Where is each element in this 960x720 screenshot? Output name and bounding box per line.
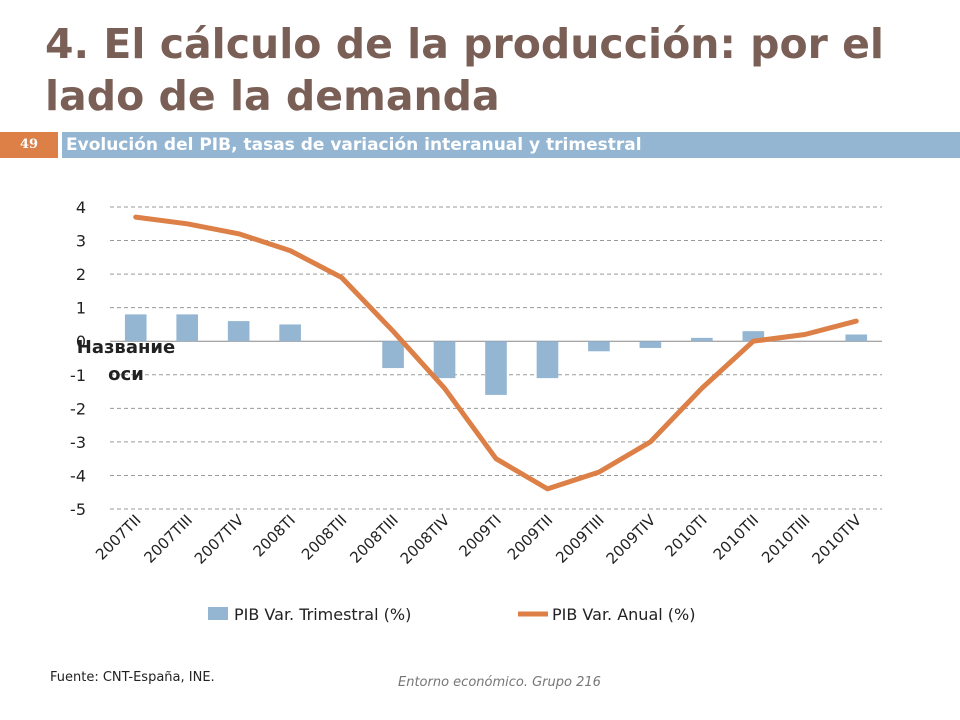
quarterly-bars xyxy=(124,314,868,395)
x-tick-label: 2008TIII xyxy=(346,511,402,567)
x-tick-label: 2009TI xyxy=(455,511,504,560)
legend-label-quarterly: PIB Var. Trimestral (%) xyxy=(234,605,411,624)
x-tick-label: 2007TIV xyxy=(191,511,248,568)
y-tick-label: 2 xyxy=(76,265,86,284)
y-tick-label: 4 xyxy=(76,198,86,217)
x-tick-label: 2008TIV xyxy=(397,511,454,568)
bar-2010TI xyxy=(691,337,713,342)
bar-2007TII xyxy=(124,314,147,342)
x-tick-label: 2010TI xyxy=(661,511,710,560)
y-axis-title-line2: оси xyxy=(108,364,144,385)
footer-text: Entorno económico. Grupo 216 xyxy=(398,675,601,690)
bar-2009TII xyxy=(536,341,559,379)
legend: PIB Var. Trimestral (%) PIB Var. Anual (… xyxy=(208,605,695,624)
x-tick-label: 2009TIV xyxy=(603,511,660,568)
bar-2009TIII xyxy=(588,341,610,352)
y-tick-label: -4 xyxy=(70,466,86,485)
bar-2010TII xyxy=(742,331,765,342)
y-axis-title-line1: Название xyxy=(77,337,175,358)
y-tick-label: 0 xyxy=(76,332,86,351)
y-tick-label: -1 xyxy=(70,366,86,385)
x-tick-label: 2010TIII xyxy=(758,511,814,567)
slide-title: 4. El cálculo de la producción: por el l… xyxy=(45,20,884,120)
bar-2009TI xyxy=(485,341,507,395)
bar-2008TIV xyxy=(433,341,456,379)
x-tick-label: 2010TII xyxy=(710,511,762,563)
gridlines xyxy=(110,206,882,510)
x-tick-label: 2010TIV xyxy=(809,511,866,568)
x-tick-label: 2009TIII xyxy=(552,511,608,567)
y-tick-labels: 4 3 2 1 0 -1 -2 -3 -4 -5 xyxy=(70,198,86,519)
x-tick-label: 2007TIII xyxy=(140,511,196,567)
y-tick-label: -3 xyxy=(70,433,86,452)
legend-label-annual: PIB Var. Anual (%) xyxy=(552,605,695,624)
bar-2007TIV xyxy=(227,321,250,342)
bar-2007TIII xyxy=(176,314,199,342)
x-tick-label: 2007TII xyxy=(92,511,144,563)
legend-swatch-quarterly xyxy=(208,607,228,620)
x-tick-label: 2009TII xyxy=(504,511,556,563)
bar-2010TIV xyxy=(845,334,868,342)
y-tick-label: 1 xyxy=(76,299,86,318)
bar-2008TIII xyxy=(382,341,404,369)
y-tick-label: -5 xyxy=(70,500,86,519)
source-note: Fuente: CNT-España, INE. xyxy=(50,670,215,685)
bar-2009TIV xyxy=(639,341,662,348)
y-tick-label: 3 xyxy=(76,232,86,251)
chart-subtitle: Evolución del PIB, tasas de variación in… xyxy=(62,132,960,158)
bar-2008TI xyxy=(279,324,301,342)
y-tick-label: -2 xyxy=(70,399,86,418)
annual-series-line xyxy=(133,214,859,492)
slide-number: 49 xyxy=(0,132,58,158)
x-tick-label: 2008TII xyxy=(298,511,350,563)
x-tick-label: 2008TI xyxy=(250,511,299,560)
